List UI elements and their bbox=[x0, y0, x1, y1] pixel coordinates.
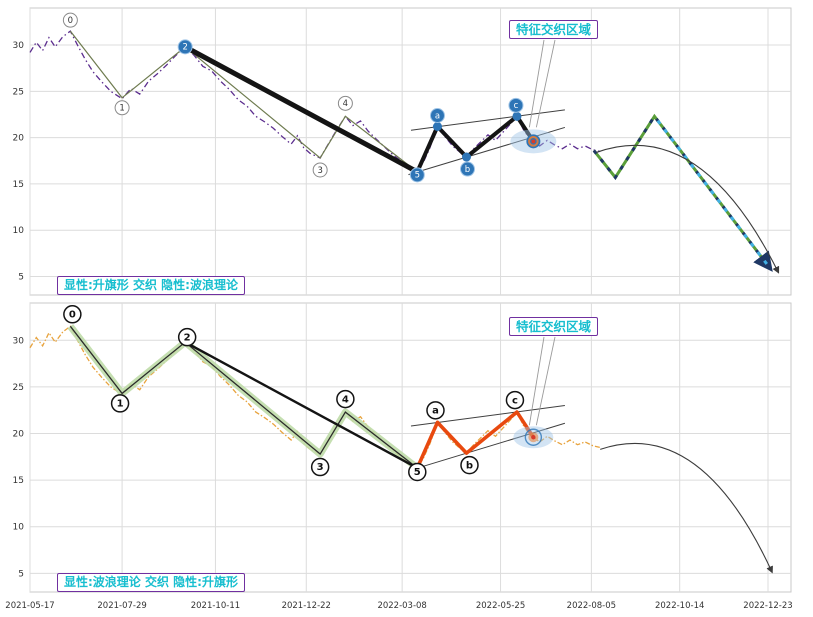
y-tick-label: 20 bbox=[13, 134, 25, 144]
caption-top: 显性:升旗形 交织 隐性:波浪理论 bbox=[57, 276, 245, 295]
highlight-center bbox=[531, 139, 536, 144]
x-tick-label: 2022-10-14 bbox=[655, 601, 704, 611]
x-tick-label: 2021-12-22 bbox=[282, 601, 331, 611]
highlight-blue-ring bbox=[524, 428, 543, 446]
annotation-pointer-line bbox=[535, 336, 556, 426]
wave-label-text-a: a bbox=[435, 111, 440, 121]
wave-label-circle-0 bbox=[62, 12, 78, 28]
flag-point-dot bbox=[461, 152, 471, 162]
wave-label-text-3: 3 bbox=[317, 166, 322, 176]
wave-label-text-4: 4 bbox=[342, 394, 349, 405]
flag-point-dot bbox=[432, 122, 442, 132]
wave-label-circle-b bbox=[459, 161, 475, 177]
wave-label-text-1: 1 bbox=[117, 399, 124, 410]
plot-area bbox=[29, 302, 792, 593]
y-tick-label: 15 bbox=[13, 476, 24, 486]
x-tick-label: 2021-07-29 bbox=[97, 601, 146, 611]
trend-arrow bbox=[600, 442, 773, 574]
wave-label-text-0: 0 bbox=[69, 310, 76, 321]
flag-pole bbox=[183, 340, 419, 470]
flag-point-dot bbox=[512, 111, 522, 121]
wave-label-text-2: 2 bbox=[184, 332, 191, 343]
panel-bottom: 5 10 15 20 25 30 0 1 2 3 4 5 a b c bbox=[13, 302, 792, 593]
wave-label-text-5: 5 bbox=[414, 467, 421, 478]
x-tick-label: 2021-05-17 bbox=[5, 601, 54, 611]
abc-path bbox=[415, 410, 536, 470]
y-tick-label: 15 bbox=[13, 180, 24, 190]
y-tick-label: 25 bbox=[13, 87, 24, 97]
annotation-pointer-line bbox=[528, 39, 545, 128]
wave-label-text-1: 1 bbox=[119, 104, 124, 114]
wave-label-circle-1 bbox=[110, 394, 130, 413]
y-tick-label: 5 bbox=[18, 569, 24, 579]
wave-label-text-c: c bbox=[512, 395, 518, 406]
highlight-orange-ring bbox=[528, 136, 539, 147]
wave-line bbox=[69, 325, 418, 469]
wave-label-text-a: a bbox=[432, 406, 439, 417]
wave-label-circle-0 bbox=[63, 305, 82, 324]
prediction-path-blue-dashes bbox=[653, 115, 771, 269]
x-tick-label: 2022-03-08 bbox=[377, 601, 426, 611]
flag-pole bbox=[182, 44, 420, 175]
trend-arrow bbox=[596, 144, 780, 274]
wave-label-circle-4 bbox=[336, 389, 355, 409]
wave-label-text-b: b bbox=[465, 165, 470, 175]
wave-label-circle-4 bbox=[337, 95, 353, 111]
wave-label-circle-c bbox=[505, 390, 525, 410]
wave-label-circle-2 bbox=[177, 327, 197, 347]
highlight-center bbox=[531, 435, 536, 440]
y-tick-label: 10 bbox=[13, 226, 25, 236]
annotation-box-top: 特征交织区域 bbox=[509, 20, 599, 39]
y-tick-label: 5 bbox=[18, 272, 24, 282]
flag-channel-line bbox=[408, 126, 566, 176]
wave-label-text-2: 2 bbox=[182, 43, 187, 53]
x-tick-label: 2022-08-05 bbox=[567, 601, 616, 611]
wave-label-circle-3 bbox=[312, 162, 328, 178]
wave-label-circle-2 bbox=[177, 39, 193, 55]
panel-top: 5 10 15 20 25 30 0 1 2 3 4 5 a b c bbox=[13, 7, 792, 296]
wave-label-circle-5 bbox=[408, 462, 427, 482]
caption-bottom: 显性:波浪理论 交织 隐性:升旗形 bbox=[57, 573, 245, 592]
x-tick-label: 2022-12-23 bbox=[743, 601, 792, 611]
wave-label-text-0: 0 bbox=[68, 16, 73, 26]
wave-label-circle-3 bbox=[310, 457, 330, 477]
wave-label-circle-c bbox=[508, 97, 524, 113]
annotation-box-bottom: 特征交织区域 bbox=[509, 317, 599, 336]
wave-label-circle-b bbox=[460, 455, 479, 475]
x-axis-labels: 2021-05-17 2021-07-29 2021-10-11 2021-12-22… bbox=[5, 601, 792, 611]
y-tick-label: 30 bbox=[13, 336, 25, 346]
plot-area bbox=[29, 7, 792, 296]
y-tick-label: 10 bbox=[13, 523, 25, 533]
annotation-pointer-line bbox=[528, 336, 545, 426]
y-tick-label: 20 bbox=[13, 430, 25, 440]
x-tick-label: 2022-05-25 bbox=[476, 601, 525, 611]
wave-label-circle-1 bbox=[114, 100, 130, 116]
wave-label-circle-a bbox=[429, 108, 445, 124]
wave-label-text-c: c bbox=[514, 101, 519, 111]
wave-label-text-b: b bbox=[466, 460, 473, 471]
x-tick-label: 2021-10-11 bbox=[191, 601, 240, 611]
annotation-pointer-line bbox=[535, 39, 556, 128]
wave-label-circle-5 bbox=[409, 167, 425, 183]
wave-label-text-3: 3 bbox=[317, 462, 324, 473]
wave-label-circle-a bbox=[426, 401, 445, 420]
wave-line bbox=[69, 30, 418, 173]
wave-label-text-4: 4 bbox=[343, 99, 348, 109]
wave-label-text-5: 5 bbox=[415, 171, 420, 181]
y-tick-label: 25 bbox=[13, 383, 24, 393]
y-tick-label: 30 bbox=[13, 41, 25, 51]
